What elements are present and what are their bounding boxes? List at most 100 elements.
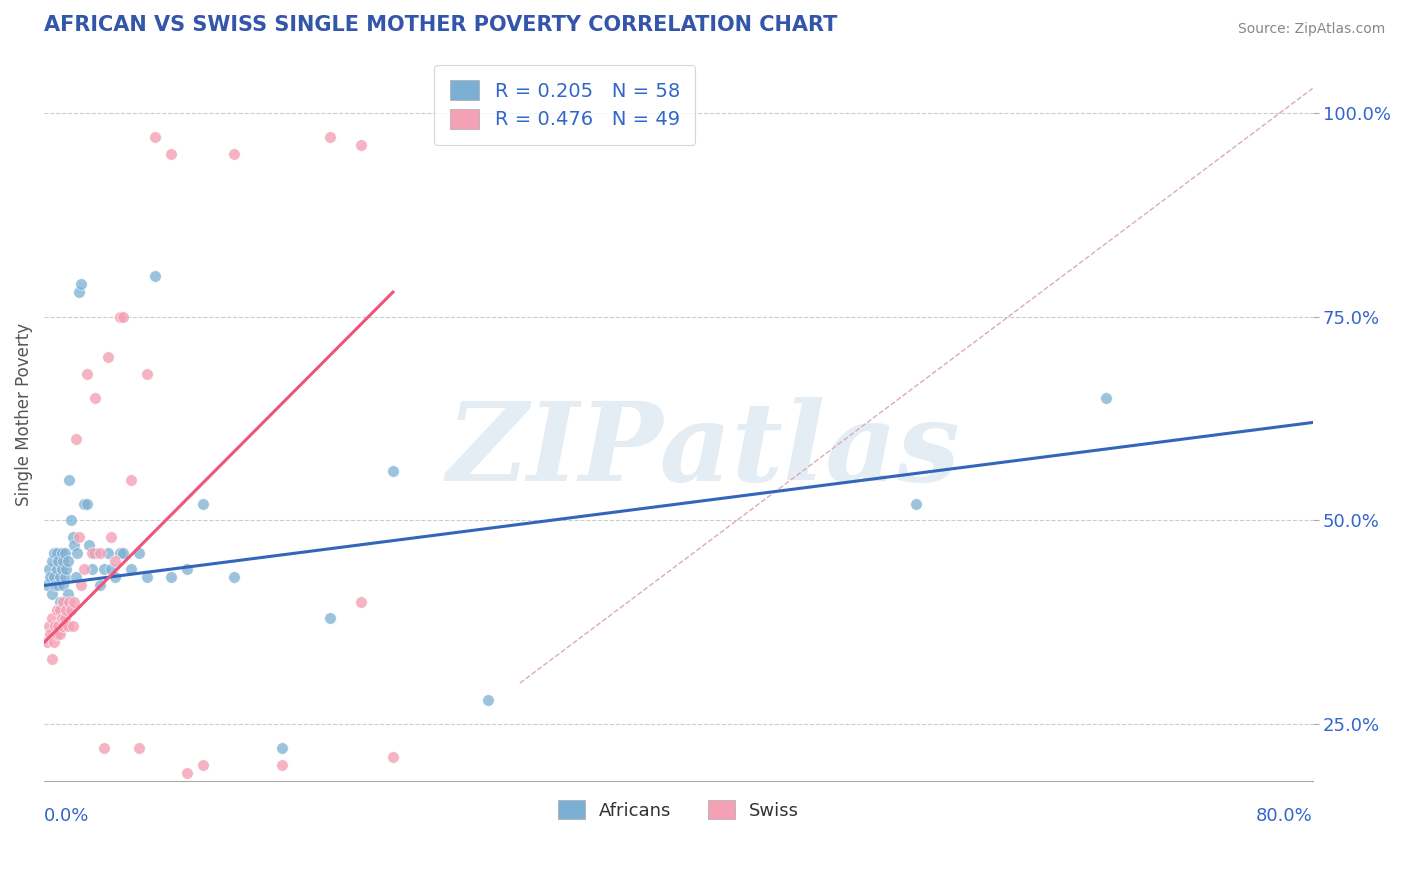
- Point: [96, 546, 118, 560]
- Point: [66, 546, 89, 560]
- Point: [160, 146, 183, 161]
- Point: [56, 586, 79, 600]
- Point: [56, 554, 79, 568]
- Point: [44, 578, 66, 592]
- Point: [52, 578, 75, 592]
- Point: [69, 277, 91, 291]
- Point: [38, 619, 60, 633]
- Point: [42, 635, 65, 649]
- Y-axis label: Single Mother Poverty: Single Mother Poverty: [15, 323, 32, 506]
- Point: [58, 473, 80, 487]
- Point: [49, 627, 72, 641]
- Point: [176, 765, 198, 780]
- Point: [120, 562, 142, 576]
- Point: [53, 611, 76, 625]
- Point: [55, 562, 77, 576]
- Point: [636, 839, 658, 854]
- Point: [63, 595, 86, 609]
- Point: [381, 464, 404, 478]
- Point: [136, 570, 159, 584]
- Point: [128, 546, 150, 560]
- Point: [45, 603, 67, 617]
- Point: [41, 652, 63, 666]
- Point: [76, 497, 98, 511]
- Text: 80.0%: 80.0%: [1256, 806, 1313, 825]
- Point: [48, 619, 70, 633]
- Point: [45, 546, 67, 560]
- Point: [93, 741, 115, 756]
- Point: [62, 530, 84, 544]
- Text: AFRICAN VS SWISS SINGLE MOTHER POVERTY CORRELATION CHART: AFRICAN VS SWISS SINGLE MOTHER POVERTY C…: [44, 15, 838, 35]
- Point: [110, 546, 132, 560]
- Point: [53, 570, 76, 584]
- Point: [60, 603, 83, 617]
- Point: [160, 570, 183, 584]
- Point: [381, 749, 404, 764]
- Point: [477, 692, 499, 706]
- Point: [1095, 391, 1118, 405]
- Point: [905, 497, 928, 511]
- Point: [271, 757, 294, 772]
- Point: [58, 595, 80, 609]
- Point: [67, 530, 90, 544]
- Point: [96, 351, 118, 365]
- Point: [136, 367, 159, 381]
- Legend: Africans, Swiss: Africans, Swiss: [550, 793, 806, 827]
- Point: [60, 513, 83, 527]
- Point: [112, 546, 135, 560]
- Point: [77, 538, 100, 552]
- Point: [44, 619, 66, 633]
- Point: [83, 546, 105, 560]
- Point: [69, 578, 91, 592]
- Point: [318, 130, 340, 145]
- Point: [80, 562, 103, 576]
- Point: [51, 546, 73, 560]
- Point: [65, 570, 87, 584]
- Point: [65, 432, 87, 446]
- Point: [80, 546, 103, 560]
- Point: [224, 570, 246, 584]
- Point: [38, 562, 60, 576]
- Point: [42, 546, 65, 560]
- Point: [63, 538, 86, 552]
- Point: [128, 741, 150, 756]
- Point: [112, 310, 135, 324]
- Text: ZIPatlas: ZIPatlas: [447, 397, 960, 505]
- Point: [100, 530, 122, 544]
- Point: [271, 741, 294, 756]
- Point: [67, 285, 90, 299]
- Point: [51, 562, 73, 576]
- Point: [51, 611, 73, 625]
- Point: [37, 578, 59, 592]
- Point: [73, 497, 96, 511]
- Point: [143, 130, 166, 145]
- Point: [143, 268, 166, 283]
- Point: [41, 611, 63, 625]
- Text: 0.0%: 0.0%: [44, 806, 90, 825]
- Point: [41, 586, 63, 600]
- Point: [39, 627, 62, 641]
- Point: [83, 391, 105, 405]
- Point: [52, 595, 75, 609]
- Point: [48, 578, 70, 592]
- Point: [45, 627, 67, 641]
- Point: [120, 473, 142, 487]
- Point: [104, 570, 127, 584]
- Point: [55, 603, 77, 617]
- Point: [176, 562, 198, 576]
- Text: Source: ZipAtlas.com: Source: ZipAtlas.com: [1237, 22, 1385, 37]
- Point: [52, 554, 75, 568]
- Point: [89, 578, 111, 592]
- Point: [37, 635, 59, 649]
- Point: [49, 570, 72, 584]
- Point: [191, 497, 214, 511]
- Point: [62, 619, 84, 633]
- Point: [350, 595, 373, 609]
- Point: [42, 570, 65, 584]
- Point: [104, 554, 127, 568]
- Point: [49, 595, 72, 609]
- Point: [93, 562, 115, 576]
- Point: [73, 562, 96, 576]
- Point: [76, 367, 98, 381]
- Point: [110, 310, 132, 324]
